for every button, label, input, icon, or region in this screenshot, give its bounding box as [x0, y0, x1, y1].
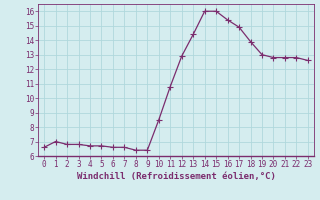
X-axis label: Windchill (Refroidissement éolien,°C): Windchill (Refroidissement éolien,°C) [76, 172, 276, 181]
